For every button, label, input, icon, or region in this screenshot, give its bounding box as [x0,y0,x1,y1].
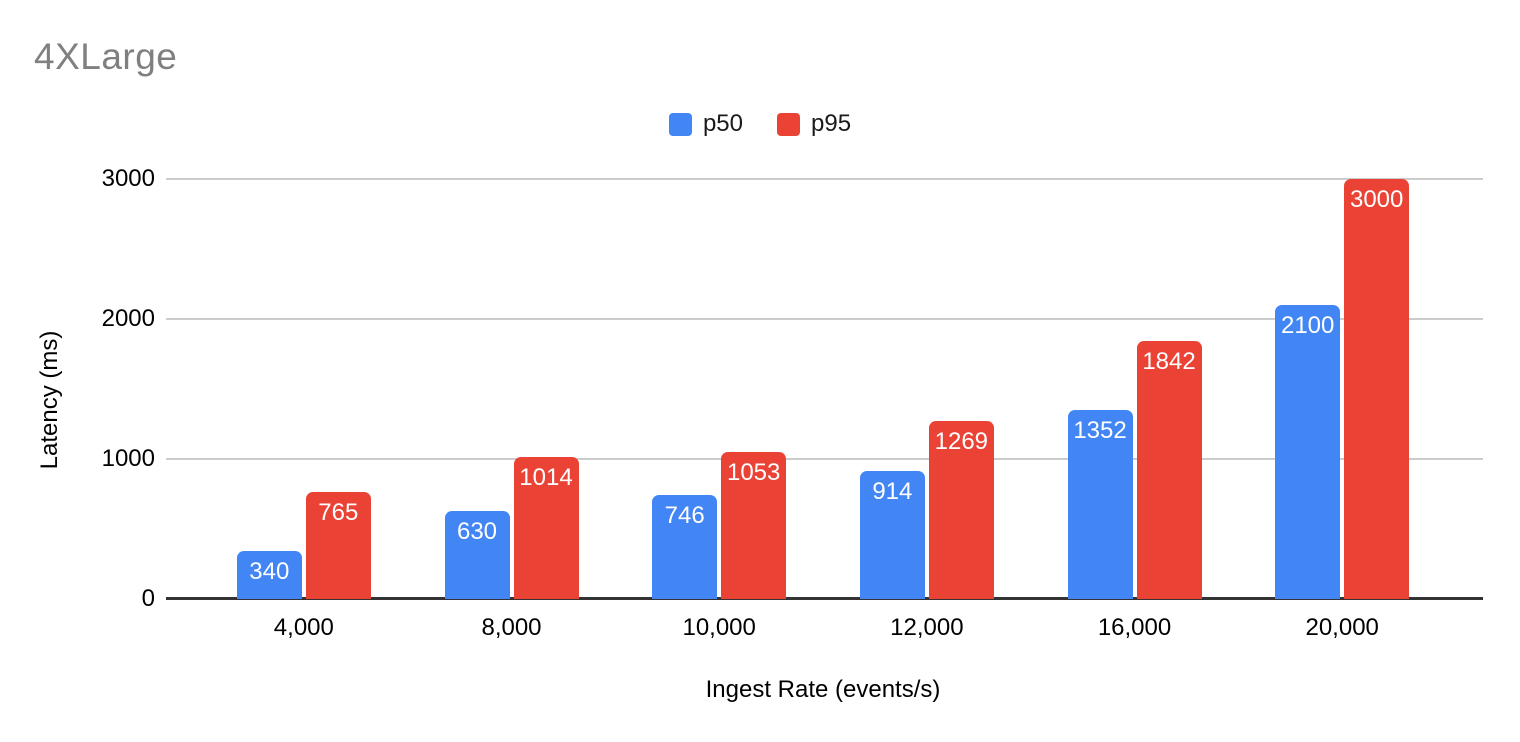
y-tick-label: 2000 [101,305,155,332]
bar-value-label: 765 [318,499,359,526]
y-tick-label: 0 [141,585,155,612]
x-category-labels: 4,000 8,000 10,000 12,000 16,000 20,000 [200,614,1446,642]
x-category-label: 8,000 [481,614,542,641]
bar-p95: 1269 [928,421,994,599]
bar-p50: 746 [652,495,718,599]
bar-value-label: 630 [456,518,498,545]
bar-group: 746 1053 [615,452,823,599]
bar-group: 340 765 [200,492,408,599]
bar-value-label: 1352 [1073,417,1127,444]
bar-p50: 1352 [1067,410,1133,599]
gridline [166,318,1483,320]
plot-area: 340 765 630 1014 746 1053 914 1269 1352 1842 2100 3… [166,178,1483,600]
bar-p50: 630 [444,511,510,599]
bar-group: 1352 1842 [1031,341,1239,599]
gridline [166,458,1483,460]
bar-p95: 1842 [1136,341,1202,599]
bar-value-label: 746 [664,502,705,529]
bar-value-label: 3000 [1349,186,1404,213]
chart-title: 4XLarge [34,36,178,77]
chart-legend: p50 p95 [0,110,1520,138]
x-category-label: 16,000 [1097,614,1172,641]
bars-container: 340 765 630 1014 746 1053 914 1269 1352 1842 2100 3… [200,179,1446,599]
legend-swatch-p50 [668,112,692,136]
y-tick-label: 1000 [101,445,155,472]
x-category-label: 12,000 [890,614,964,641]
y-tick-label: 3000 [101,165,155,192]
bar-value-label: 1269 [934,428,989,455]
x-category-label: 20,000 [1305,614,1379,641]
legend-label: p50 [702,110,743,137]
x-axis-line [166,597,1483,600]
legend-item-p50: p50 [668,110,743,138]
bar-p95: 3000 [1344,179,1410,599]
x-category-label: 4,000 [273,614,334,641]
bar-p50: 914 [859,471,925,599]
bar-value-label: 914 [872,478,913,505]
legend-swatch-p95 [777,112,800,136]
legend-item-p95: p95 [777,110,851,138]
bar-value-label: 1014 [519,464,573,491]
bar-value-label: 340 [249,558,290,585]
bar-p95: 1014 [513,457,579,599]
bar-group: 630 1014 [408,457,616,599]
bar-value-label: 1053 [726,459,781,486]
bar-value-label: 2100 [1280,312,1335,339]
bar-p50: 2100 [1275,305,1341,599]
bar-group: 914 1269 [823,421,1031,599]
bar-group: 2100 3000 [1238,179,1446,599]
legend-label: p95 [811,110,852,137]
bar-p95: 765 [305,492,371,599]
x-axis-title: Ingest Rate (events/s) [705,676,941,703]
x-category-label: 10,000 [682,614,756,641]
gridline [166,178,1483,180]
bar-p50: 340 [236,551,302,599]
bar-p95: 1053 [721,452,787,599]
bar-value-label: 1842 [1142,348,1196,375]
